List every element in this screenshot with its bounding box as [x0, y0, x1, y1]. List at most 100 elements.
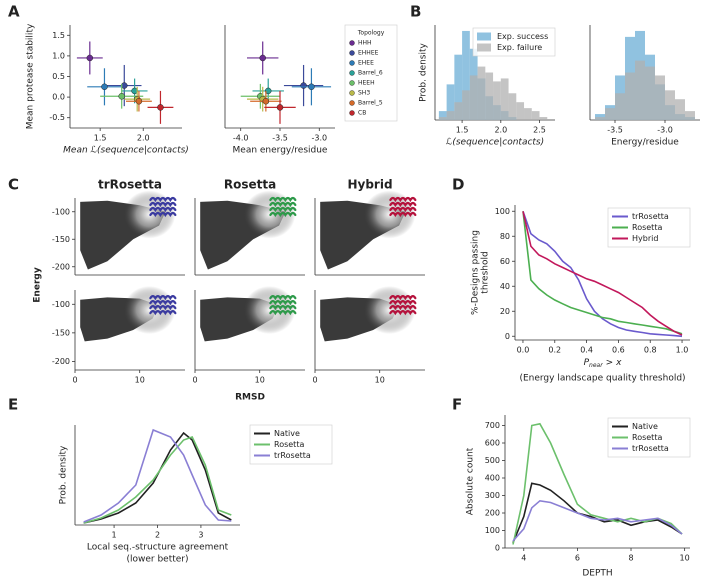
label-part: P [584, 358, 590, 368]
x-axis-label: DEPTH [582, 569, 612, 579]
legend-label: Barrel_6 [358, 70, 383, 77]
structure-helix [269, 310, 297, 316]
x-tick-label: 1.0 [676, 346, 689, 355]
legend-label: Exp. success [497, 32, 548, 41]
line [522, 211, 683, 338]
legend-marker [349, 100, 355, 106]
y-tick-label: -100 [52, 207, 70, 216]
structure-helix [269, 300, 297, 306]
y-tick-label: -150 [52, 235, 70, 244]
y-tick-label: 500 [485, 456, 500, 465]
structure-helix [269, 305, 297, 311]
structure-helix [149, 310, 177, 316]
x-tick-label: 0 [312, 376, 317, 385]
panel-label: B [410, 3, 421, 21]
y-tick-label: 20 [500, 307, 510, 316]
structure-helix [149, 300, 177, 306]
legend-label: Native [274, 429, 300, 438]
y-tick-label: 700 [485, 421, 500, 430]
x-tick-label: 3 [198, 531, 203, 540]
legend-label: trRosetta [632, 212, 669, 221]
point [300, 82, 307, 89]
structure-helix [269, 206, 297, 213]
histogram-bar [454, 102, 463, 120]
legend-label: CB [358, 110, 366, 117]
structure-helix [149, 196, 177, 203]
point [262, 97, 270, 105]
legend-label: SH3 [358, 90, 370, 97]
histogram-bar [675, 99, 685, 120]
x-tick-label: 4 [521, 554, 526, 563]
x-tick-label: -3.0 [311, 134, 327, 143]
line [83, 436, 232, 524]
x-tick-label: 10 [680, 554, 690, 563]
legend-label: Rosetta [274, 440, 304, 449]
histogram-bar [524, 108, 532, 120]
x-axis-label: Energy/residue [611, 138, 679, 148]
line [512, 499, 683, 542]
line [522, 211, 683, 335]
structure-helix [149, 295, 177, 301]
structure-helix [269, 201, 297, 208]
y-axis-label: Absolute count [466, 447, 476, 515]
y-axis-label: Mean protease stability [26, 23, 36, 129]
point [157, 104, 164, 111]
x-tick-label: 2.0 [494, 126, 507, 135]
histogram-bar [485, 72, 494, 120]
structure-helix [389, 201, 417, 208]
histogram-bar [635, 60, 645, 120]
x-tick-label: 0.8 [644, 346, 657, 355]
panel-label: C [8, 176, 19, 194]
structure-helix [269, 295, 297, 301]
x-tick-label: 0.2 [548, 346, 561, 355]
legend-label: Native [632, 422, 658, 431]
line [83, 428, 232, 523]
y-tick-label: -200 [52, 262, 70, 271]
legend-label: HHH [358, 40, 372, 47]
x-tick-label: 0 [72, 376, 77, 385]
histogram-bar [469, 75, 478, 120]
x-tick-label: 6 [575, 554, 580, 563]
histogram-bar [539, 117, 548, 120]
structure-helix [389, 295, 417, 301]
y-tick-label: 400 [485, 474, 500, 483]
chart-title: trRosetta [98, 178, 162, 192]
structure-helix [389, 206, 417, 213]
y-tick-label: 0.0 [52, 93, 65, 102]
legend-marker [349, 50, 355, 56]
histogram-bar [462, 30, 470, 120]
legend-label: HEEH [358, 80, 375, 87]
legend-label: Rosetta [632, 223, 662, 232]
x-axis-label: RMSD [235, 393, 265, 403]
legend-label: EHHEE [358, 50, 379, 57]
histogram-bar [595, 117, 605, 120]
y-tick-label: 0 [495, 544, 500, 553]
structure-helix [389, 310, 417, 316]
structure-helix [389, 305, 417, 311]
cloud-highlight [123, 286, 176, 334]
x-tick-label: 8 [628, 554, 633, 563]
cloud-highlight [243, 286, 296, 334]
x-tick-label: 10 [375, 376, 385, 385]
histogram-bar [605, 108, 615, 120]
histogram-bar [477, 66, 486, 120]
legend-label: EHEE [358, 60, 374, 67]
line [83, 431, 232, 524]
structure-helix [149, 211, 177, 218]
x-tick-label: 0.4 [580, 346, 593, 355]
y-tick-label: 300 [485, 491, 500, 500]
y-tick-label: 0.5 [52, 72, 65, 81]
legend-label: Hybrid [632, 234, 658, 243]
histogram-bar [531, 111, 540, 120]
x-tick-label: 1 [112, 531, 117, 540]
legend-label: trRosetta [632, 444, 669, 453]
x-tick-label: 0.6 [612, 346, 625, 355]
y-tick-label: -200 [52, 357, 70, 366]
y-tick-label: 1.0 [52, 51, 65, 60]
point [135, 97, 143, 105]
x-tick-label: 2.0 [137, 134, 150, 143]
panel-label: E [8, 396, 18, 414]
y-tick-label: 100 [495, 207, 510, 216]
structure-helix [269, 211, 297, 218]
histogram-bar [500, 78, 509, 120]
